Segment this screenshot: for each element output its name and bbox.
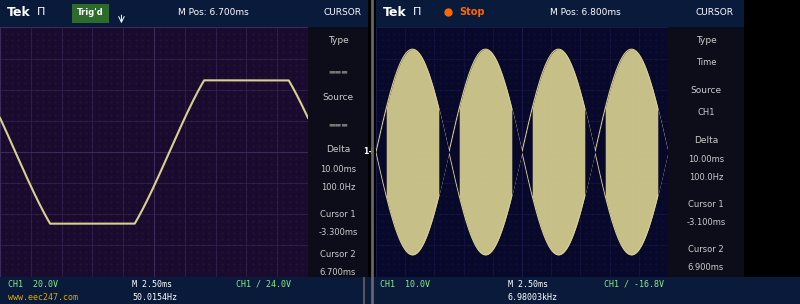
Text: CH1 / 24.0V: CH1 / 24.0V xyxy=(236,280,291,289)
Text: M Pos: 6.700ms: M Pos: 6.700ms xyxy=(178,8,249,17)
Text: Type: Type xyxy=(328,36,348,45)
Text: 6.700ms: 6.700ms xyxy=(320,268,356,277)
Text: Cursor 1: Cursor 1 xyxy=(688,200,724,209)
Text: Cursor 2: Cursor 2 xyxy=(320,250,356,259)
Text: M 2.50ms: M 2.50ms xyxy=(508,280,548,289)
Text: M 2.50ms: M 2.50ms xyxy=(132,280,172,289)
Text: Delta: Delta xyxy=(694,136,718,144)
Text: ▬▬▬: ▬▬▬ xyxy=(328,121,348,127)
Text: 10.00ms: 10.00ms xyxy=(320,165,356,174)
Text: 6.900ms: 6.900ms xyxy=(688,263,724,272)
Text: Stop: Stop xyxy=(459,7,484,17)
Text: CH1  10.0V: CH1 10.0V xyxy=(380,280,430,289)
Text: 50.0154Hz: 50.0154Hz xyxy=(132,293,177,302)
Text: Source: Source xyxy=(322,93,354,102)
Text: 100.0Hz: 100.0Hz xyxy=(321,183,355,192)
Text: CH1  20.0V: CH1 20.0V xyxy=(8,280,58,289)
Text: Tek: Tek xyxy=(383,6,407,19)
Text: 1+: 1+ xyxy=(363,147,374,157)
Text: 6.98003kHz: 6.98003kHz xyxy=(508,293,558,302)
Text: Delta: Delta xyxy=(326,146,350,154)
Text: CH1: CH1 xyxy=(698,108,714,117)
FancyBboxPatch shape xyxy=(72,4,109,23)
Text: M Pos: 6.800ms: M Pos: 6.800ms xyxy=(550,8,621,17)
Text: Tek: Tek xyxy=(7,6,31,19)
Text: Π: Π xyxy=(413,7,421,17)
Text: CURSOR: CURSOR xyxy=(695,8,734,17)
Text: Π: Π xyxy=(37,7,45,17)
Text: Cursor 1: Cursor 1 xyxy=(320,210,356,219)
Text: Cursor 2: Cursor 2 xyxy=(688,245,724,254)
Text: CH1 / -16.8V: CH1 / -16.8V xyxy=(604,280,664,289)
Text: 10.00ms: 10.00ms xyxy=(688,155,724,164)
Text: Trig'd: Trig'd xyxy=(77,8,103,17)
Text: ▬▬▬: ▬▬▬ xyxy=(328,69,348,75)
Text: www.eec247.com: www.eec247.com xyxy=(8,293,78,302)
Text: Type: Type xyxy=(696,36,716,45)
Text: -3.100ms: -3.100ms xyxy=(686,218,726,227)
Text: -3.300ms: -3.300ms xyxy=(318,228,358,237)
Text: Time: Time xyxy=(696,58,716,67)
Text: Source: Source xyxy=(690,86,722,95)
Text: 100.0Hz: 100.0Hz xyxy=(689,173,723,182)
Text: CURSOR: CURSOR xyxy=(323,8,362,17)
